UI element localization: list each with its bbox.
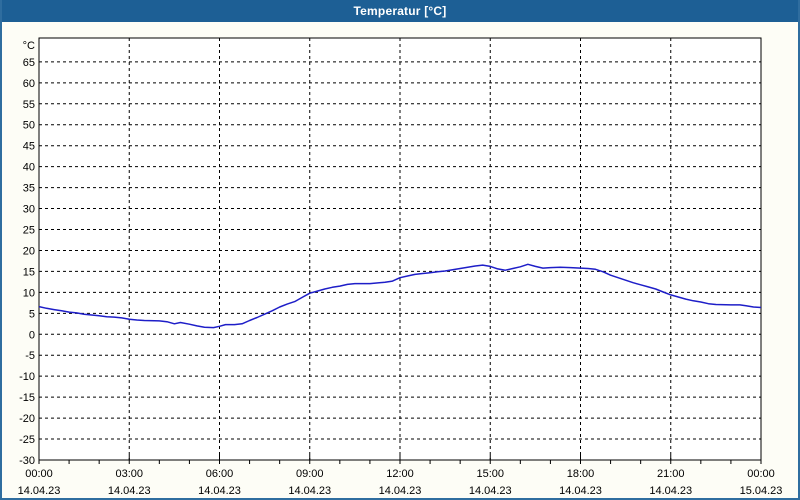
- svg-text:09:00: 09:00: [296, 468, 324, 480]
- svg-text:10: 10: [23, 287, 35, 299]
- svg-text:40: 40: [23, 162, 35, 174]
- svg-text:55: 55: [23, 99, 35, 111]
- svg-text:14.04.23: 14.04.23: [379, 485, 422, 497]
- svg-text:-10: -10: [19, 371, 35, 383]
- window-titlebar[interactable]: Temperatur [°C]: [2, 0, 798, 22]
- svg-text:30: 30: [23, 204, 35, 216]
- svg-text:-15: -15: [19, 392, 35, 404]
- svg-text:03:00: 03:00: [115, 468, 143, 480]
- svg-text:14.04.23: 14.04.23: [18, 485, 61, 497]
- svg-text:18:00: 18:00: [567, 468, 595, 480]
- svg-text:00:00: 00:00: [25, 468, 53, 480]
- svg-text:15:00: 15:00: [476, 468, 504, 480]
- svg-text:21:00: 21:00: [657, 468, 685, 480]
- svg-text:06:00: 06:00: [206, 468, 234, 480]
- svg-text:-5: -5: [25, 350, 35, 362]
- window-title: Temperatur [°C]: [353, 4, 447, 18]
- svg-text:14.04.23: 14.04.23: [198, 485, 241, 497]
- svg-text:14.04.23: 14.04.23: [288, 485, 331, 497]
- svg-text:25: 25: [23, 225, 35, 237]
- svg-text:0: 0: [29, 329, 35, 341]
- svg-text:15.04.23: 15.04.23: [740, 485, 783, 497]
- svg-text:-30: -30: [19, 455, 35, 467]
- svg-text:14.04.23: 14.04.23: [559, 485, 602, 497]
- svg-text:14.04.23: 14.04.23: [469, 485, 512, 497]
- svg-text:14.04.23: 14.04.23: [649, 485, 692, 497]
- temperature-line-chart: 65605550454035302520151050-5-10-15-20-25…: [18, 37, 783, 497]
- svg-text:65: 65: [23, 57, 35, 69]
- svg-text:°C: °C: [23, 40, 35, 52]
- svg-text:-20: -20: [19, 413, 35, 425]
- svg-text:-25: -25: [19, 434, 35, 446]
- svg-text:15: 15: [23, 266, 35, 278]
- svg-text:45: 45: [23, 141, 35, 153]
- svg-text:50: 50: [23, 120, 35, 132]
- svg-text:12:00: 12:00: [386, 468, 414, 480]
- svg-text:5: 5: [29, 308, 35, 320]
- svg-text:14.04.23: 14.04.23: [108, 485, 151, 497]
- svg-text:20: 20: [23, 245, 35, 257]
- svg-text:60: 60: [23, 78, 35, 90]
- svg-text:35: 35: [23, 183, 35, 195]
- svg-text:00:00: 00:00: [747, 468, 775, 480]
